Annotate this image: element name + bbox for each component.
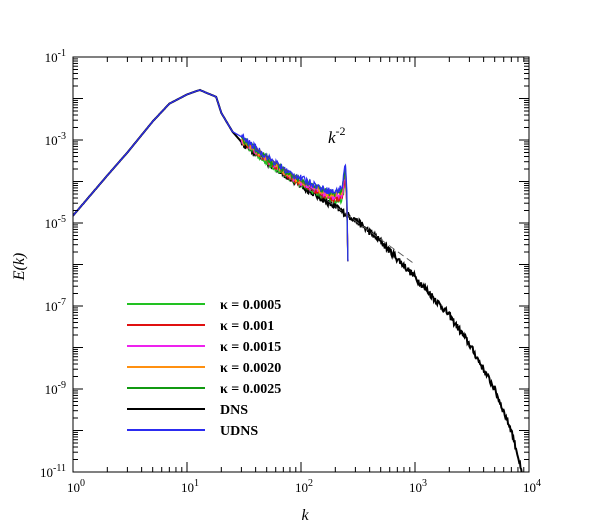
series-line-6 [73, 89, 349, 262]
legend-label-0: κ = 0.0005 [220, 298, 281, 313]
legend-label-1: κ = 0.001 [220, 319, 274, 334]
y-tick-label: 10-3 [45, 131, 66, 148]
x-axis-label: k [301, 507, 309, 524]
legend-label-2: κ = 0.0015 [220, 340, 281, 355]
x-tick-label: 103 [409, 478, 427, 495]
y-tick-label: 10-5 [45, 214, 66, 231]
y-tick-label: 10-7 [45, 297, 66, 314]
legend: κ = 0.0005 κ = 0.001 κ = 0.0015 κ = 0.0020 κ… [127, 298, 281, 439]
ticks-group [72, 56, 530, 473]
y-tick-label: 10-1 [45, 48, 66, 65]
slope-annotation-label: k-2 [328, 124, 346, 147]
curves-group [73, 88, 523, 472]
x-tick-label: 101 [181, 478, 199, 495]
y-axis-label: E(k) [11, 253, 28, 282]
legend-label-3: κ = 0.0020 [220, 361, 281, 376]
tick-labels-group: 100 101 102 103 104 10-11 10-9 10-7 10-5 10-3 10-1 [40, 48, 541, 495]
x-tick-label: 102 [295, 478, 313, 495]
x-tick-label: 100 [67, 478, 85, 495]
y-tick-label: 10-11 [40, 463, 66, 480]
legend-label-6: UDNS [220, 424, 258, 439]
series-line-5 [73, 88, 523, 472]
slope-annotation: k-2 [255, 124, 416, 265]
legend-label-4: κ = 0.0025 [220, 382, 281, 397]
y-tick-label: 10-9 [45, 380, 66, 397]
legend-label-5: DNS [220, 403, 248, 418]
x-tick-label: 104 [523, 478, 541, 495]
